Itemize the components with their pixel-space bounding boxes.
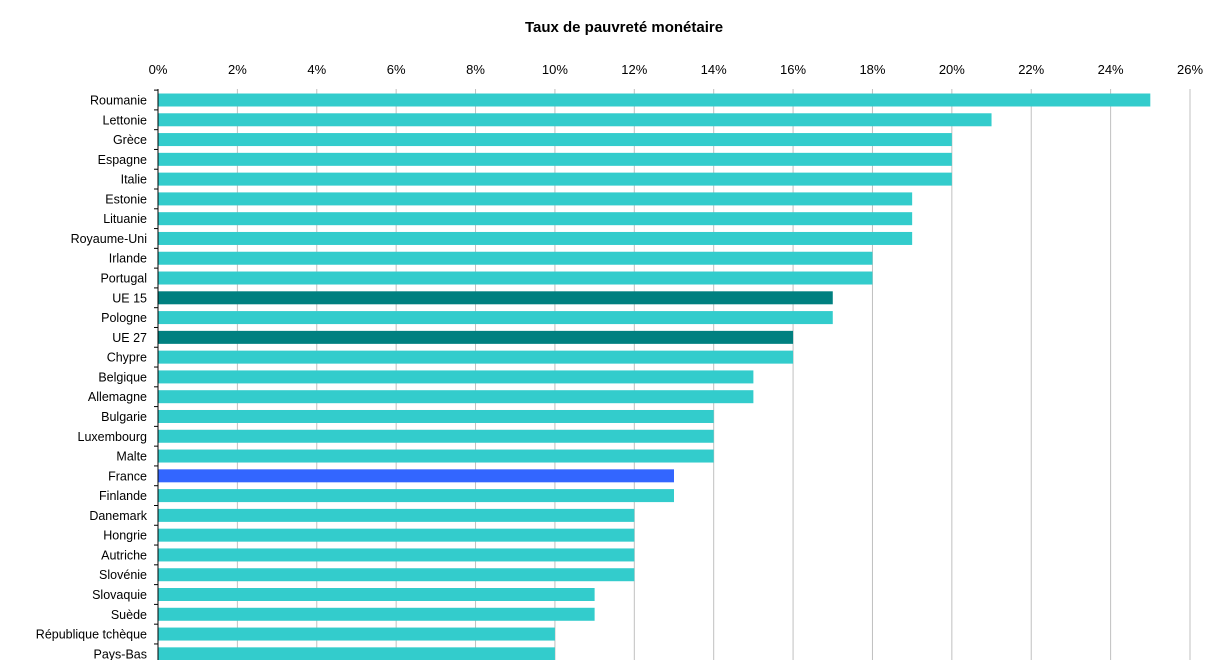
bar [158,627,555,641]
category-label: Espagne [98,153,147,167]
bar [158,409,714,423]
chart-title: Taux de pauvreté monétaire [525,19,723,36]
bar [158,330,794,344]
category-label: Irlande [109,252,147,266]
category-label: France [108,469,147,483]
x-tick-label: 14% [701,62,727,77]
bar [158,568,635,582]
bar [158,93,1151,107]
bar [158,489,674,503]
bar [158,212,913,226]
bars [158,93,1151,660]
bar [158,311,833,325]
bar [158,607,595,621]
category-label: Estonie [105,192,147,206]
x-tick-label: 8% [466,62,485,77]
category-label: Slovaquie [92,588,147,602]
x-tick-label: 6% [387,62,406,77]
x-tick-label: 24% [1098,62,1124,77]
bar [158,291,833,305]
x-tick-label: 12% [621,62,647,77]
bar [158,588,595,601]
bar [158,133,952,147]
category-label: Luxembourg [78,430,148,444]
category-label: Hongrie [103,529,147,543]
bar [158,152,952,166]
x-tick-label: 4% [307,62,326,77]
bar [158,350,794,364]
bar [158,113,992,127]
category-label: Chypre [107,351,147,365]
bar [158,429,714,443]
x-axis-tick-labels: 0% 2% 4% 6% 8% 10% 12% 14% 16% 18% 20% 22% 24% 26% [149,62,1204,77]
x-tick-label: 2% [228,62,247,77]
category-label: Portugal [100,272,147,286]
category-label: Finlande [99,489,147,503]
bar [158,251,873,265]
x-tick-label: 18% [859,62,885,77]
category-label: Allemagne [88,390,147,404]
x-tick-label: 22% [1018,62,1044,77]
category-label: Malte [116,450,147,464]
category-label: Grèce [113,133,147,147]
category-label: Suède [111,608,147,622]
category-label: Belgique [98,370,147,384]
bar [158,192,913,206]
bar [158,231,913,245]
category-label: Lettonie [103,113,148,127]
bar [158,390,754,404]
category-label: Italie [121,173,147,187]
x-tick-label: 16% [780,62,806,77]
x-tick-label: 10% [542,62,568,77]
category-label: Pologne [101,311,147,325]
category-label: Lituanie [103,212,147,226]
bar [158,548,635,562]
category-label: Danemark [89,509,147,523]
bar [158,469,674,483]
x-tick-label: 0% [149,62,168,77]
category-label: République tchèque [36,628,147,642]
category-label: Slovénie [99,568,147,582]
bar [158,271,873,285]
category-label: UE 15 [112,291,147,305]
category-label: Pays-Bas [94,647,148,660]
bar [158,647,555,660]
category-label: Autriche [101,548,147,562]
x-tick-label: 20% [939,62,965,77]
category-label: Roumanie [90,94,147,108]
category-label: Royaume-Uni [71,232,147,246]
bar [158,172,952,186]
category-label: Bulgarie [101,410,147,424]
bar [158,508,635,522]
y-axis [154,89,159,660]
x-tick-label: 26% [1177,62,1203,77]
bar [158,370,754,384]
category-labels: Roumanie Lettonie Grèce Espagne Italie Estoni… [36,94,148,660]
category-label: UE 27 [112,331,147,345]
bar [158,449,714,463]
bar [158,528,635,542]
